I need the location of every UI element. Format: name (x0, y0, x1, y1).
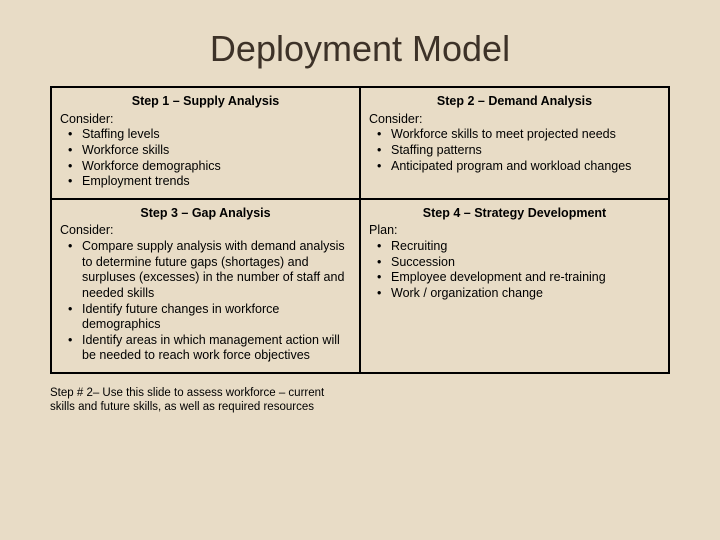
list-item: Staffing levels (82, 127, 351, 143)
cell-step-3: Step 3 – Gap Analysis Consider: Compare … (51, 199, 360, 373)
list-item: Work / organization change (391, 286, 660, 302)
list-item: Identify future changes in workforce dem… (82, 302, 351, 333)
list-item: Workforce skills to meet projected needs (391, 127, 660, 143)
slide: Deployment Model Step 1 – Supply Analysi… (0, 0, 720, 540)
step-3-list: Compare supply analysis with demand anal… (60, 239, 351, 364)
step-2-list: Workforce skills to meet projected needs… (369, 127, 660, 174)
list-item: Workforce skills (82, 143, 351, 159)
footnote: Step # 2– Use this slide to assess workf… (50, 386, 350, 415)
list-item: Succession (391, 255, 660, 271)
list-item: Anticipated program and workload changes (391, 159, 660, 175)
step-4-list: Recruiting Succession Employee developme… (369, 239, 660, 302)
step-2-title: Step 2 – Demand Analysis (369, 94, 660, 110)
step-3-title: Step 3 – Gap Analysis (60, 206, 351, 222)
list-item: Employee development and re-training (391, 270, 660, 286)
step-1-lead: Consider: (60, 112, 351, 128)
step-1-title: Step 1 – Supply Analysis (60, 94, 351, 110)
list-item: Employment trends (82, 174, 351, 190)
list-item: Workforce demographics (82, 159, 351, 175)
step-1-list: Staffing levels Workforce skills Workfor… (60, 127, 351, 190)
list-item: Recruiting (391, 239, 660, 255)
cell-step-1: Step 1 – Supply Analysis Consider: Staff… (51, 87, 360, 199)
step-2-lead: Consider: (369, 112, 660, 128)
cell-step-2: Step 2 – Demand Analysis Consider: Workf… (360, 87, 669, 199)
list-item: Compare supply analysis with demand anal… (82, 239, 351, 302)
step-3-lead: Consider: (60, 223, 351, 239)
list-item: Staffing patterns (391, 143, 660, 159)
step-4-lead: Plan: (369, 223, 660, 239)
slide-title: Deployment Model (50, 28, 670, 70)
list-item: Identify areas in which management actio… (82, 333, 351, 364)
model-grid: Step 1 – Supply Analysis Consider: Staff… (50, 86, 670, 374)
cell-step-4: Step 4 – Strategy Development Plan: Recr… (360, 199, 669, 373)
step-4-title: Step 4 – Strategy Development (369, 206, 660, 222)
